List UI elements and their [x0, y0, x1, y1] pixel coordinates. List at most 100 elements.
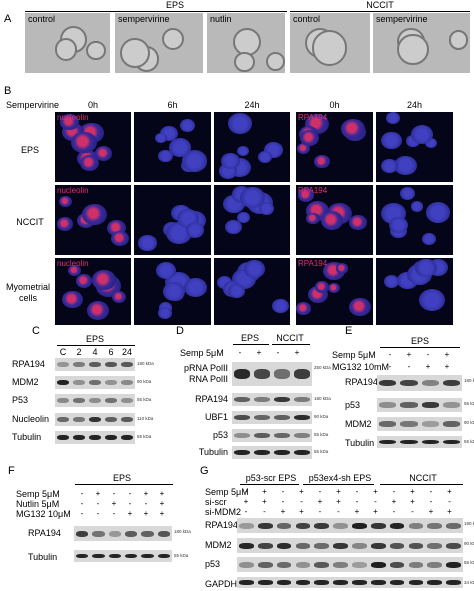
band	[239, 522, 254, 529]
header-line	[25, 11, 287, 12]
panel-label: G	[200, 465, 209, 477]
header-line	[240, 484, 299, 485]
band	[57, 434, 69, 441]
band	[400, 439, 418, 445]
sign: +	[444, 350, 450, 359]
band	[121, 416, 133, 423]
band	[57, 379, 69, 386]
blot-band-row	[237, 557, 463, 572]
marker-label: 90 kDa	[137, 379, 152, 384]
band	[234, 369, 250, 379]
group-label: EPS	[240, 333, 260, 343]
band	[274, 369, 290, 379]
band	[352, 522, 367, 529]
row-label: pRNA PolII	[183, 363, 228, 373]
band	[294, 396, 310, 403]
sign: +	[373, 507, 378, 516]
treatment-label: si-MDM2	[205, 507, 241, 517]
band	[427, 580, 443, 585]
image-label: sempervirine	[376, 14, 428, 24]
row-label: RPA194	[12, 359, 45, 369]
row-label: RPA194	[195, 394, 228, 404]
band	[105, 434, 117, 441]
sign: -	[263, 507, 266, 516]
nucleus	[297, 142, 311, 154]
band	[314, 561, 330, 568]
band	[446, 522, 461, 529]
fluorescence-image	[134, 185, 211, 255]
nucleus	[224, 219, 243, 235]
nucleus	[155, 262, 177, 280]
band	[333, 561, 348, 568]
band	[57, 397, 69, 404]
sign: +	[354, 507, 360, 516]
panel-label: F	[8, 465, 15, 477]
sign: -	[300, 497, 303, 506]
lane-label: C	[59, 347, 67, 357]
nucleus	[411, 124, 434, 144]
marker-label: 110 kDa	[137, 416, 154, 421]
fluorescence-image	[214, 258, 290, 325]
treatment-label: si-scr	[205, 497, 227, 507]
sign: +	[317, 497, 323, 506]
treatment-label: Semp 5μM	[332, 350, 376, 360]
fluorescence-image	[296, 185, 373, 255]
nucleus	[184, 277, 207, 298]
nucleus	[314, 155, 330, 169]
fluorescence-image	[376, 258, 453, 325]
blot-band-row	[377, 417, 462, 431]
nucleus	[243, 260, 265, 278]
band	[234, 432, 250, 439]
band	[400, 379, 418, 387]
sign: -	[388, 362, 392, 371]
time-label: 24h	[244, 100, 260, 110]
band	[254, 414, 270, 421]
row-label: Tubulin	[28, 552, 58, 562]
header-line	[75, 484, 173, 485]
nucleus	[394, 156, 417, 176]
sign: -	[80, 509, 84, 518]
sign: +	[406, 350, 412, 359]
band	[239, 542, 254, 549]
nucleus	[296, 302, 311, 315]
band	[352, 561, 367, 568]
nucleus	[341, 118, 365, 139]
nucleus	[380, 131, 402, 150]
treatment-label: Semp 5μM	[205, 487, 249, 497]
band	[276, 561, 292, 568]
band	[121, 397, 133, 404]
fluorescence-image	[296, 258, 373, 325]
band	[370, 561, 386, 568]
cell	[397, 33, 430, 66]
band	[295, 561, 311, 568]
nucleus	[271, 298, 289, 314]
nucleus	[56, 217, 73, 232]
nucleus	[60, 114, 79, 130]
nucleus	[306, 212, 320, 224]
sign: +	[256, 348, 262, 357]
marker-label: 180 kDa	[174, 529, 191, 534]
group-label: p53ex4-sh EPS	[308, 473, 372, 483]
nucleus	[422, 232, 436, 245]
fluorescence-image	[134, 258, 211, 325]
blot-band-row	[55, 413, 135, 426]
image-label: sempervirine	[118, 14, 170, 24]
stain-label: RPA194	[298, 186, 328, 195]
band	[314, 522, 330, 529]
image-label: nutlin	[210, 14, 232, 24]
nucleus	[320, 211, 344, 231]
band	[105, 379, 117, 386]
band	[57, 416, 69, 423]
nucleus	[349, 297, 371, 317]
treatment-label: MG132 10mM	[332, 362, 390, 372]
cell	[266, 52, 285, 71]
band	[125, 553, 138, 559]
row-label: p53	[212, 430, 228, 440]
band	[89, 397, 101, 404]
band	[76, 553, 89, 559]
band	[333, 522, 348, 529]
cell	[54, 38, 77, 61]
band	[254, 369, 270, 379]
sign: -	[411, 507, 414, 516]
sign: -	[80, 489, 84, 498]
